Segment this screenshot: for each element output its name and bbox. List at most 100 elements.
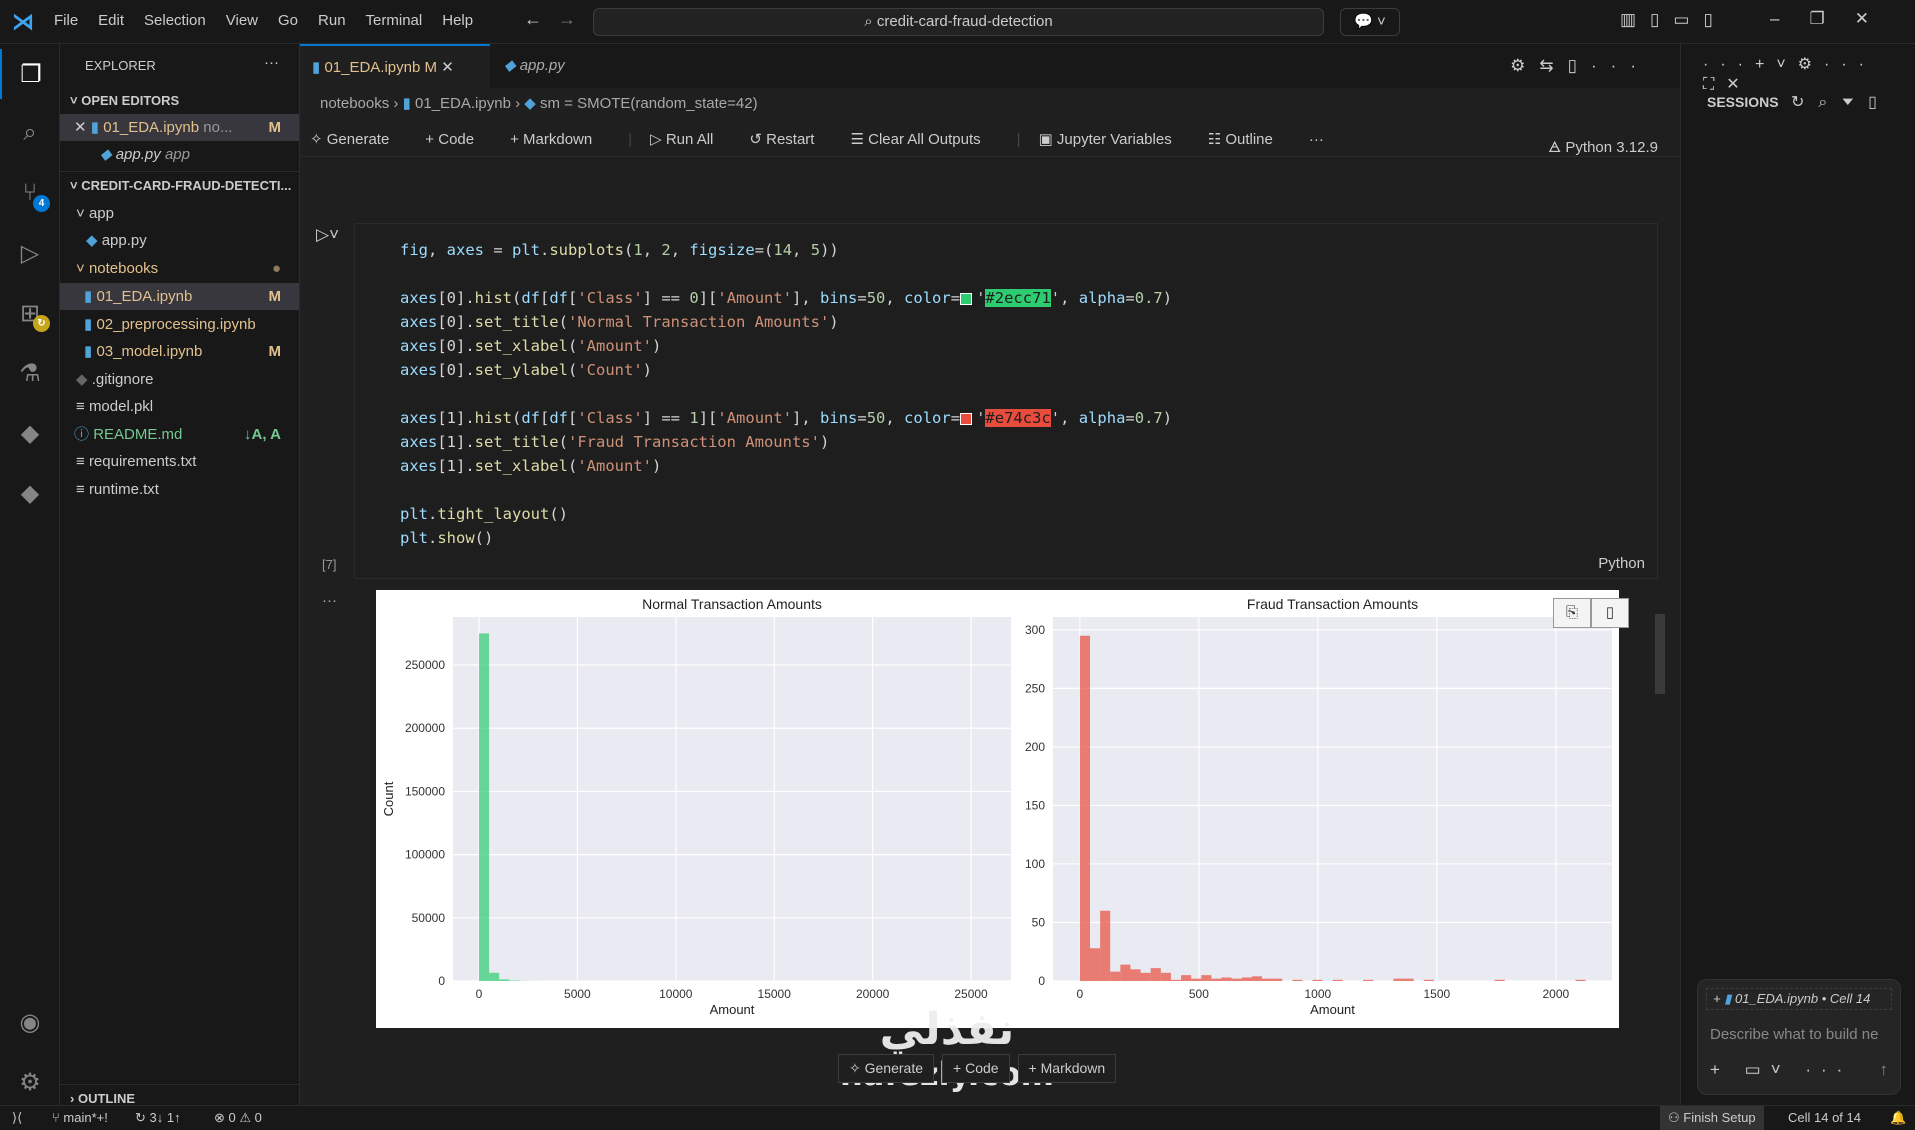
python-icon[interactable]: ◆ — [20, 419, 40, 447]
forward-arrow-icon[interactable]: → — [558, 9, 576, 29]
send-arrow-icon[interactable]: ↑ — [1879, 1060, 1889, 1079]
tree-file-gitignore[interactable]: ◆ .gitignore — [60, 366, 299, 393]
scrollbar[interactable] — [1655, 614, 1665, 694]
code-token: , — [885, 289, 905, 307]
code-cell[interactable]: fig, axes = plt.subplots(1, 2, figsize=(… — [354, 223, 1658, 579]
outline-button[interactable]: ☷ Outline — [1207, 131, 1273, 148]
close-tab-icon[interactable]: ✕ — [441, 59, 454, 76]
problems-status[interactable]: ⊗ 0 ⚠ 0 — [214, 1110, 262, 1125]
account-icon[interactable]: ◉ — [19, 1008, 41, 1036]
tree-file-requirements[interactable]: ≡ requirements.txt — [60, 448, 299, 475]
python-env-icon[interactable]: ◆ — [20, 479, 40, 507]
run-cell-button[interactable]: ▷˅ — [316, 225, 340, 244]
tree-folder-app[interactable]: ˅ app — [76, 205, 114, 222]
output-actions-icon[interactable]: ··· — [322, 592, 337, 609]
run-all-button[interactable]: ▷ Run All — [650, 131, 714, 148]
menu-terminal[interactable]: Terminal — [365, 12, 423, 29]
code-token: , — [428, 241, 447, 259]
menu-edit[interactable]: Edit — [98, 12, 125, 29]
project-header[interactable]: ˅ CREDIT-CARD-FRAUD-DETECTI... — [60, 171, 299, 198]
chat-context-chip[interactable]: + ▮ 01_EDA.ipynb • Cell 14 — [1706, 988, 1892, 1010]
editor-actions[interactable]: ⚙⇆▯··· — [1510, 56, 1650, 75]
color-swatch[interactable] — [960, 292, 973, 305]
close-icon[interactable]: ✕ — [74, 119, 87, 136]
tree-file-app-py[interactable]: ◆ app.py — [60, 227, 299, 254]
clear-outputs-button[interactable]: ☰ Clear All Outputs — [850, 131, 981, 148]
menu-go[interactable]: Go — [278, 12, 299, 29]
menu-file[interactable]: File — [54, 12, 79, 29]
code-token: ( — [567, 457, 578, 475]
y-tick-label: 300 — [1025, 623, 1045, 637]
back-arrow-icon[interactable]: ← — [524, 9, 542, 29]
code-editor[interactable]: fig, axes = plt.subplots(1, 2, figsize=(… — [400, 238, 1172, 550]
menu-view[interactable]: View — [225, 12, 258, 29]
copilot-chat-button[interactable]: 💬 ˅ — [1340, 8, 1400, 36]
modified-badge: M — [424, 59, 438, 76]
save-output-icon[interactable]: ▯ — [1591, 598, 1629, 628]
x-tick-label: 500 — [1189, 987, 1209, 1001]
tree-folder-notebooks[interactable]: ˅ notebooks ● — [60, 255, 299, 282]
sessions-actions[interactable]: ↻⌕⏷▯ — [1791, 94, 1891, 111]
code-line: axes[1].set_title('Fraud Transaction Amo… — [400, 430, 1172, 454]
extensions-icon[interactable]: ⊞ ↻ — [0, 288, 60, 338]
search-icon[interactable]: ⌕ — [23, 119, 37, 146]
outline-header[interactable]: › OUTLINE — [60, 1084, 299, 1111]
tree-file-eda[interactable]: ▮ 01_EDA.ipynb M — [60, 283, 299, 310]
x-tick-label: 2000 — [1542, 987, 1569, 1001]
run-debug-icon[interactable]: ▷ — [20, 239, 40, 267]
more-icon[interactable]: ··· — [1308, 130, 1324, 148]
generate-button[interactable]: ✧ Generate — [310, 131, 390, 148]
tab-app-py[interactable]: ◆ app.py — [492, 44, 577, 88]
menu-selection[interactable]: Selection — [144, 12, 206, 29]
kernel-picker[interactable]: 🜁 Python 3.12.9 — [1548, 139, 1658, 156]
copy-output-icon[interactable]: ⎘ — [1553, 598, 1591, 628]
settings-gear-icon[interactable]: ⚙ — [19, 1068, 41, 1096]
y-tick-label: 250 — [1025, 681, 1045, 695]
testing-flask-icon[interactable]: ⚗ — [19, 359, 41, 387]
source-control-icon[interactable]: ⑂ 4 — [0, 168, 60, 218]
chart-title: Normal Transaction Amounts — [642, 596, 822, 612]
panel-actions[interactable]: ···+˅⚙··· ⛶✕ — [1703, 56, 1876, 93]
menu-help[interactable]: Help — [442, 12, 474, 29]
chat-input-box[interactable]: + ▮ 01_EDA.ipynb • Cell 14 Describe what… — [1697, 979, 1901, 1095]
layout-controls-icon[interactable]: ▥▯▭▯ — [1620, 10, 1727, 29]
tree-file-runtime[interactable]: ≡ runtime.txt — [60, 476, 299, 503]
crumb-file[interactable]: 01_EDA.ipynb — [415, 95, 511, 112]
crumb-folder[interactable]: notebooks — [320, 95, 390, 112]
finish-setup-button[interactable]: ⚇ Finish Setup — [1660, 1106, 1764, 1130]
crumb-symbol[interactable]: sm = SMOTE(random_state=42) — [539, 95, 758, 112]
execution-count: [7] — [322, 557, 337, 572]
menu-run[interactable]: Run — [318, 12, 346, 29]
tree-file-preprocessing[interactable]: ▮ 02_preprocessing.ipynb — [60, 311, 299, 338]
open-editor-eda[interactable]: ✕ ▮ 01_EDA.ipynb no... M — [60, 114, 299, 141]
tab-eda[interactable]: ▮ 01_EDA.ipynb M ✕ — [300, 44, 490, 88]
code-token: 50 — [866, 409, 886, 427]
sync-status[interactable]: ↻ 3↓ 1↑ — [135, 1110, 181, 1125]
chat-tools[interactable]: + ▭˅ ··· — [1710, 1060, 1853, 1079]
tree-file-model[interactable]: ▮ 03_model.ipynb M — [60, 338, 299, 365]
code-token: set_title — [474, 313, 559, 331]
branch-status[interactable]: ⑂ main*+! — [52, 1110, 108, 1125]
notifications-bell-icon[interactable]: 🔔 — [1890, 1110, 1907, 1125]
add-markdown-button[interactable]: + Markdown — [510, 130, 593, 148]
window-controls[interactable]: –❐✕ — [1770, 9, 1899, 28]
add-code-cell-button[interactable]: + Code — [942, 1054, 1010, 1083]
notebook-icon: ▮ — [312, 59, 321, 76]
open-editor-app[interactable]: ◆ app.py app — [60, 141, 299, 168]
add-code-button[interactable]: + Code — [425, 130, 475, 148]
histogram-bar — [1130, 969, 1141, 981]
generate-cell-button[interactable]: ✧ Generate — [838, 1054, 934, 1083]
open-editors-header[interactable]: ˅ OPEN EDITORS — [70, 93, 180, 108]
remote-icon[interactable]: ⟩⟨ — [12, 1110, 23, 1125]
cell-language[interactable]: Python — [1598, 555, 1645, 572]
command-center-search[interactable]: ⌕ credit-card-fraud-detection — [593, 8, 1324, 36]
restart-button[interactable]: ↺ Restart — [749, 131, 815, 148]
more-actions-icon[interactable]: ··· — [264, 54, 279, 71]
add-markdown-cell-button[interactable]: + Markdown — [1017, 1054, 1117, 1083]
color-swatch[interactable] — [960, 412, 973, 425]
tree-file-model-pkl[interactable]: ≡ model.pkl — [60, 393, 299, 420]
explorer-icon[interactable]: ❐ — [0, 49, 60, 99]
jupyter-variables-button[interactable]: ▣ Jupyter Variables — [1038, 131, 1172, 148]
tree-file-readme[interactable]: ⓘ README.md ↓A, A — [60, 421, 299, 448]
chat-input[interactable]: Describe what to build ne — [1710, 1026, 1879, 1043]
